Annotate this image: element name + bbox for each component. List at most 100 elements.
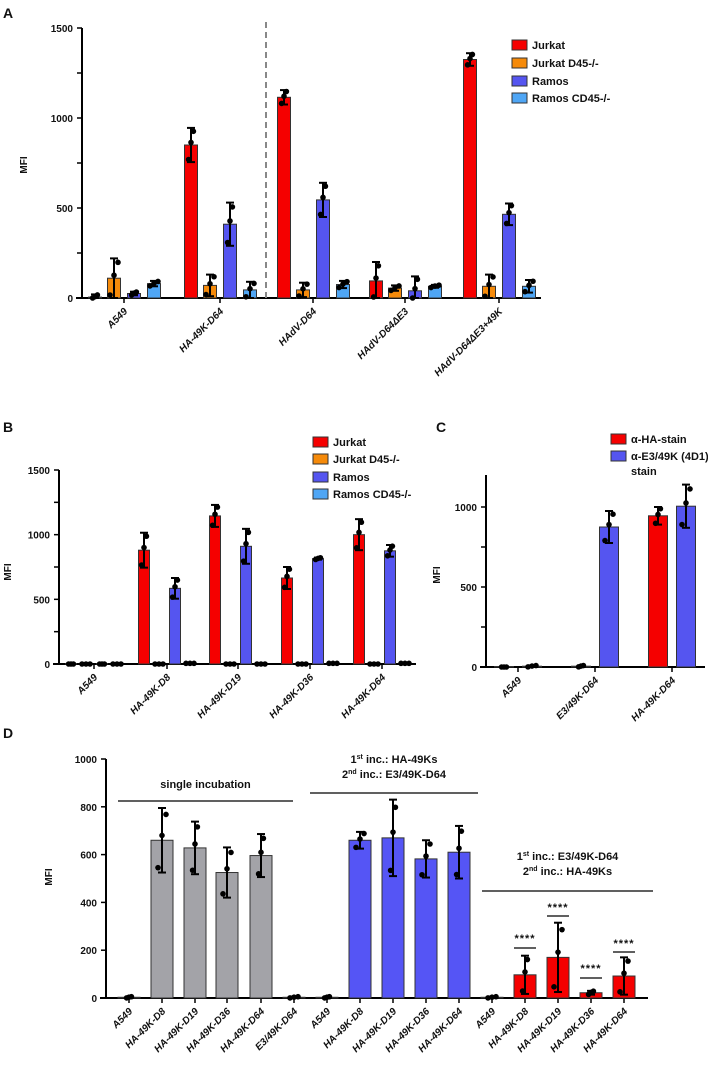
- bar: [209, 515, 221, 665]
- data-point: [243, 540, 249, 547]
- legend-label: Jurkat D45-/-: [532, 58, 599, 70]
- x-tick-label: A549: [308, 1006, 334, 1032]
- data-point: [503, 664, 510, 670]
- legend-swatch: [312, 471, 329, 483]
- data-point: [602, 537, 608, 544]
- data-point: [373, 275, 379, 281]
- bar: [169, 587, 181, 665]
- bar: [281, 577, 293, 665]
- legend-swatch: [312, 488, 329, 500]
- data-point: [524, 956, 531, 963]
- data-point: [490, 274, 496, 280]
- data-point: [243, 293, 249, 300]
- data-point: [367, 661, 373, 667]
- data-point: [396, 283, 402, 289]
- y-tick-label: 0: [67, 294, 73, 305]
- data-point: [295, 661, 301, 667]
- data-point: [115, 259, 121, 266]
- legend-label: α-E3/49K (4D1): [631, 451, 708, 463]
- data-point: [141, 544, 147, 551]
- legend-label: Jurkat: [532, 40, 565, 52]
- x-tick-label: HA-49K-D36: [267, 672, 316, 721]
- legend-label: Ramos: [532, 76, 569, 88]
- data-point: [389, 543, 396, 549]
- data-point: [436, 282, 442, 288]
- data-point: [370, 294, 377, 300]
- data-point: [522, 288, 528, 295]
- data-point: [625, 958, 631, 964]
- data-point: [453, 871, 460, 878]
- data-point: [194, 824, 201, 830]
- y-tick-label: 1000: [455, 503, 478, 514]
- legend-swatch: [610, 450, 627, 462]
- data-point: [107, 292, 113, 298]
- bar: [384, 550, 396, 665]
- data-point: [118, 661, 124, 667]
- bar: [676, 505, 696, 668]
- data-point: [606, 521, 612, 528]
- data-point: [456, 845, 462, 852]
- data-point: [174, 577, 181, 583]
- x-tick-label: HA-49K-D64: [629, 675, 678, 724]
- bar: [184, 144, 198, 299]
- data-point: [296, 293, 302, 299]
- x-tick-label: A549: [110, 1006, 136, 1032]
- y-tick-label: 0: [44, 660, 50, 671]
- data-point: [133, 289, 140, 295]
- data-point: [227, 218, 233, 224]
- data-point: [187, 660, 193, 667]
- data-point: [375, 661, 381, 667]
- y-axis-label: MFI: [432, 566, 443, 583]
- panel-letter: D: [3, 725, 13, 741]
- x-tick-label: HAdV-D64ΔE3+49K: [433, 306, 506, 379]
- data-point: [143, 533, 150, 540]
- legend-label: α-HA-stain: [631, 434, 687, 446]
- data-point: [303, 661, 309, 667]
- data-point: [361, 830, 367, 837]
- data-point: [212, 511, 218, 518]
- y-tick-label: 0: [91, 994, 97, 1005]
- data-point: [657, 505, 664, 512]
- data-point: [414, 276, 421, 283]
- y-tick-label: 1000: [51, 114, 74, 125]
- data-point: [683, 500, 689, 506]
- data-point: [224, 865, 230, 872]
- data-point: [111, 272, 117, 279]
- data-point: [326, 660, 332, 667]
- data-point: [114, 661, 120, 667]
- data-point: [398, 660, 404, 667]
- x-tick-label: HAdV-D64ΔE3: [356, 306, 412, 362]
- bar: [348, 839, 372, 999]
- y-tick-label: 800: [80, 803, 97, 814]
- data-point: [458, 828, 465, 834]
- data-point: [300, 286, 306, 292]
- data-point: [687, 486, 693, 492]
- data-point: [156, 661, 162, 667]
- data-point: [503, 220, 510, 227]
- x-tick-label: A549: [473, 1006, 499, 1032]
- data-point: [559, 926, 565, 933]
- data-point: [283, 88, 290, 95]
- data-point: [152, 661, 158, 667]
- y-tick-label: 1500: [28, 466, 51, 477]
- group-label: 1st inc.: E3/49K-D64: [517, 851, 619, 863]
- data-point: [371, 661, 377, 667]
- data-point: [281, 584, 288, 591]
- data-point: [211, 273, 217, 280]
- data-point: [464, 62, 471, 68]
- y-tick-label: 1000: [28, 531, 51, 542]
- data-point: [551, 984, 557, 990]
- data-point: [590, 988, 597, 995]
- data-point: [87, 661, 93, 667]
- legend-label: Ramos CD45-/-: [333, 489, 412, 501]
- data-point: [322, 183, 329, 190]
- y-axis-label: MFI: [3, 563, 14, 580]
- data-point: [427, 841, 433, 847]
- data-point: [356, 529, 362, 536]
- y-axis-label: MFI: [44, 868, 55, 885]
- bar: [463, 59, 477, 299]
- data-point: [358, 519, 365, 526]
- x-tick-label: A549: [75, 672, 101, 698]
- data-point: [655, 511, 661, 518]
- data-point: [240, 558, 247, 564]
